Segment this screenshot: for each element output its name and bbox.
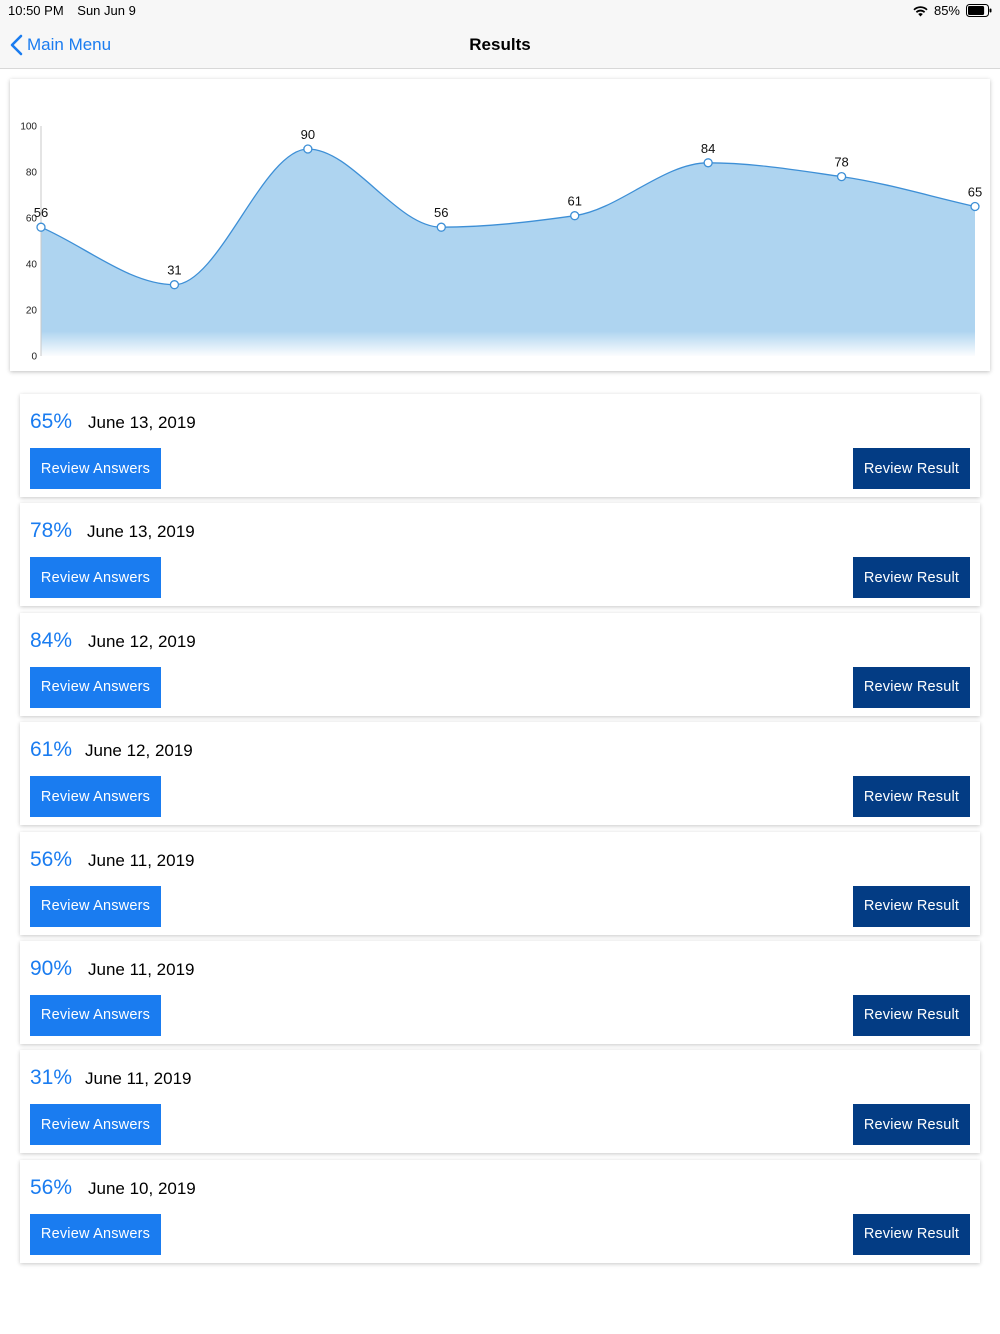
chart-data-label: 56 xyxy=(34,205,48,220)
review-result-button[interactable]: Review Result xyxy=(853,776,970,818)
result-score: 56% xyxy=(30,1175,73,1199)
result-card: 56% June 11, 2019 Review Answers Review Res… xyxy=(20,831,980,935)
result-date: June 12, 2019 xyxy=(88,631,196,651)
result-card: 56% June 10, 2019 Review Answers Review Res… xyxy=(20,1159,980,1263)
status-date: Sun Jun 9 xyxy=(77,3,136,18)
back-button-label: Main Menu xyxy=(27,35,112,54)
chart-y-tick-label: 100 xyxy=(20,122,37,133)
results-list: 65% June 13, 2019 Review Answers Review Res… xyxy=(20,394,980,1269)
result-date: June 13, 2019 xyxy=(87,522,195,542)
review-result-button[interactable]: Review Result xyxy=(853,1213,970,1255)
chart-data-point xyxy=(169,280,180,290)
result-date: June 13, 2019 xyxy=(88,413,196,432)
result-card: 31% June 11, 2019 Review Answers Review Res… xyxy=(20,1050,980,1154)
review-result-button[interactable]: Review Result xyxy=(853,557,970,599)
battery-percent: 85% xyxy=(933,3,960,18)
chart-data-label: 31 xyxy=(167,263,181,278)
result-score: 31% xyxy=(30,1066,73,1090)
wifi-icon xyxy=(913,5,928,17)
result-date: June 11, 2019 xyxy=(88,959,195,979)
review-answers-button[interactable]: Review Answers xyxy=(30,666,161,708)
review-answers-button[interactable]: Review Answers xyxy=(30,1104,161,1146)
chart-data-label: 90 xyxy=(301,127,315,142)
review-result-button[interactable]: Review Result xyxy=(853,666,970,708)
result-card: 65% June 13, 2019 Review Answers Review Res… xyxy=(20,394,980,497)
review-result-button[interactable]: Review Result xyxy=(853,1104,970,1146)
chart-data-point xyxy=(303,144,313,154)
review-answers-button[interactable]: Review Answers xyxy=(30,994,161,1036)
review-answers-button[interactable]: Review Answers xyxy=(30,885,161,927)
status-left: 10:50 PM Sun Jun 9 xyxy=(8,3,136,18)
status-time: 10:50 PM xyxy=(8,3,64,18)
status-bar: 10:50 PM Sun Jun 9 85% xyxy=(0,0,1000,22)
result-card: 90% June 11, 2019 Review Answers Review Res… xyxy=(20,940,980,1044)
chart-y-tick-label: 20 xyxy=(26,306,38,317)
result-score: 90% xyxy=(30,956,73,980)
chart-data-point xyxy=(436,222,446,232)
status-right: 85% xyxy=(913,3,992,18)
back-button[interactable]: Main Menu xyxy=(10,32,111,58)
chart-data-point xyxy=(703,158,713,168)
result-score: 78% xyxy=(30,519,73,543)
chart-data-point xyxy=(836,171,847,182)
review-answers-button[interactable]: Review Answers xyxy=(30,557,161,599)
nav-bar: Main Menu Results xyxy=(0,22,1000,69)
chart-data-point xyxy=(36,222,46,232)
result-date: June 11, 2019 xyxy=(85,1069,192,1089)
result-card: 78% June 13, 2019 Review Answers Review Res… xyxy=(20,503,980,607)
review-answers-button[interactable]: Review Answers xyxy=(30,1213,161,1255)
chart-y-tick-label: 60 xyxy=(26,214,38,225)
result-score: 65% xyxy=(30,410,73,433)
chart-area xyxy=(41,149,975,356)
chart-y-tick-label: 40 xyxy=(26,260,38,271)
result-score: 84% xyxy=(30,628,73,652)
chart-data-point xyxy=(570,211,580,221)
result-card: 84% June 12, 2019 Review Answers Review Res… xyxy=(20,612,980,716)
result-date: June 12, 2019 xyxy=(85,741,193,761)
chevron-left-icon xyxy=(10,34,23,56)
page-title: Results xyxy=(469,35,531,54)
review-result-button[interactable]: Review Result xyxy=(853,448,970,489)
chart-data-label: 65 xyxy=(968,185,982,200)
result-date: June 10, 2019 xyxy=(88,1178,196,1198)
chart-data-label: 56 xyxy=(434,205,448,220)
review-answers-button[interactable]: Review Answers xyxy=(30,448,161,489)
review-answers-button[interactable]: Review Answers xyxy=(30,776,161,818)
chart-svg: 0 20 40 60 80 100 56 31 90 56 61 84 78 65 xyxy=(20,122,982,363)
review-result-button[interactable]: Review Result xyxy=(853,994,970,1036)
result-date: June 11, 2019 xyxy=(88,850,195,870)
chart-data-label: 84 xyxy=(701,141,715,156)
result-score: 56% xyxy=(30,847,73,871)
results-chart: 0 20 40 60 80 100 56 31 90 56 61 84 78 65 xyxy=(10,79,990,371)
chart-data-label: 78 xyxy=(834,155,848,170)
chart-y-tick-label: 0 xyxy=(31,352,37,363)
chart-y-tick-label: 80 xyxy=(26,168,38,179)
result-card: 61% June 12, 2019 Review Answers Review Res… xyxy=(20,722,980,826)
battery-icon xyxy=(966,4,992,17)
chart-series-line xyxy=(40,148,976,286)
chart-data-point xyxy=(970,201,980,212)
chart-data-label: 61 xyxy=(567,194,581,209)
review-result-button[interactable]: Review Result xyxy=(853,885,970,927)
result-score: 61% xyxy=(30,738,73,762)
